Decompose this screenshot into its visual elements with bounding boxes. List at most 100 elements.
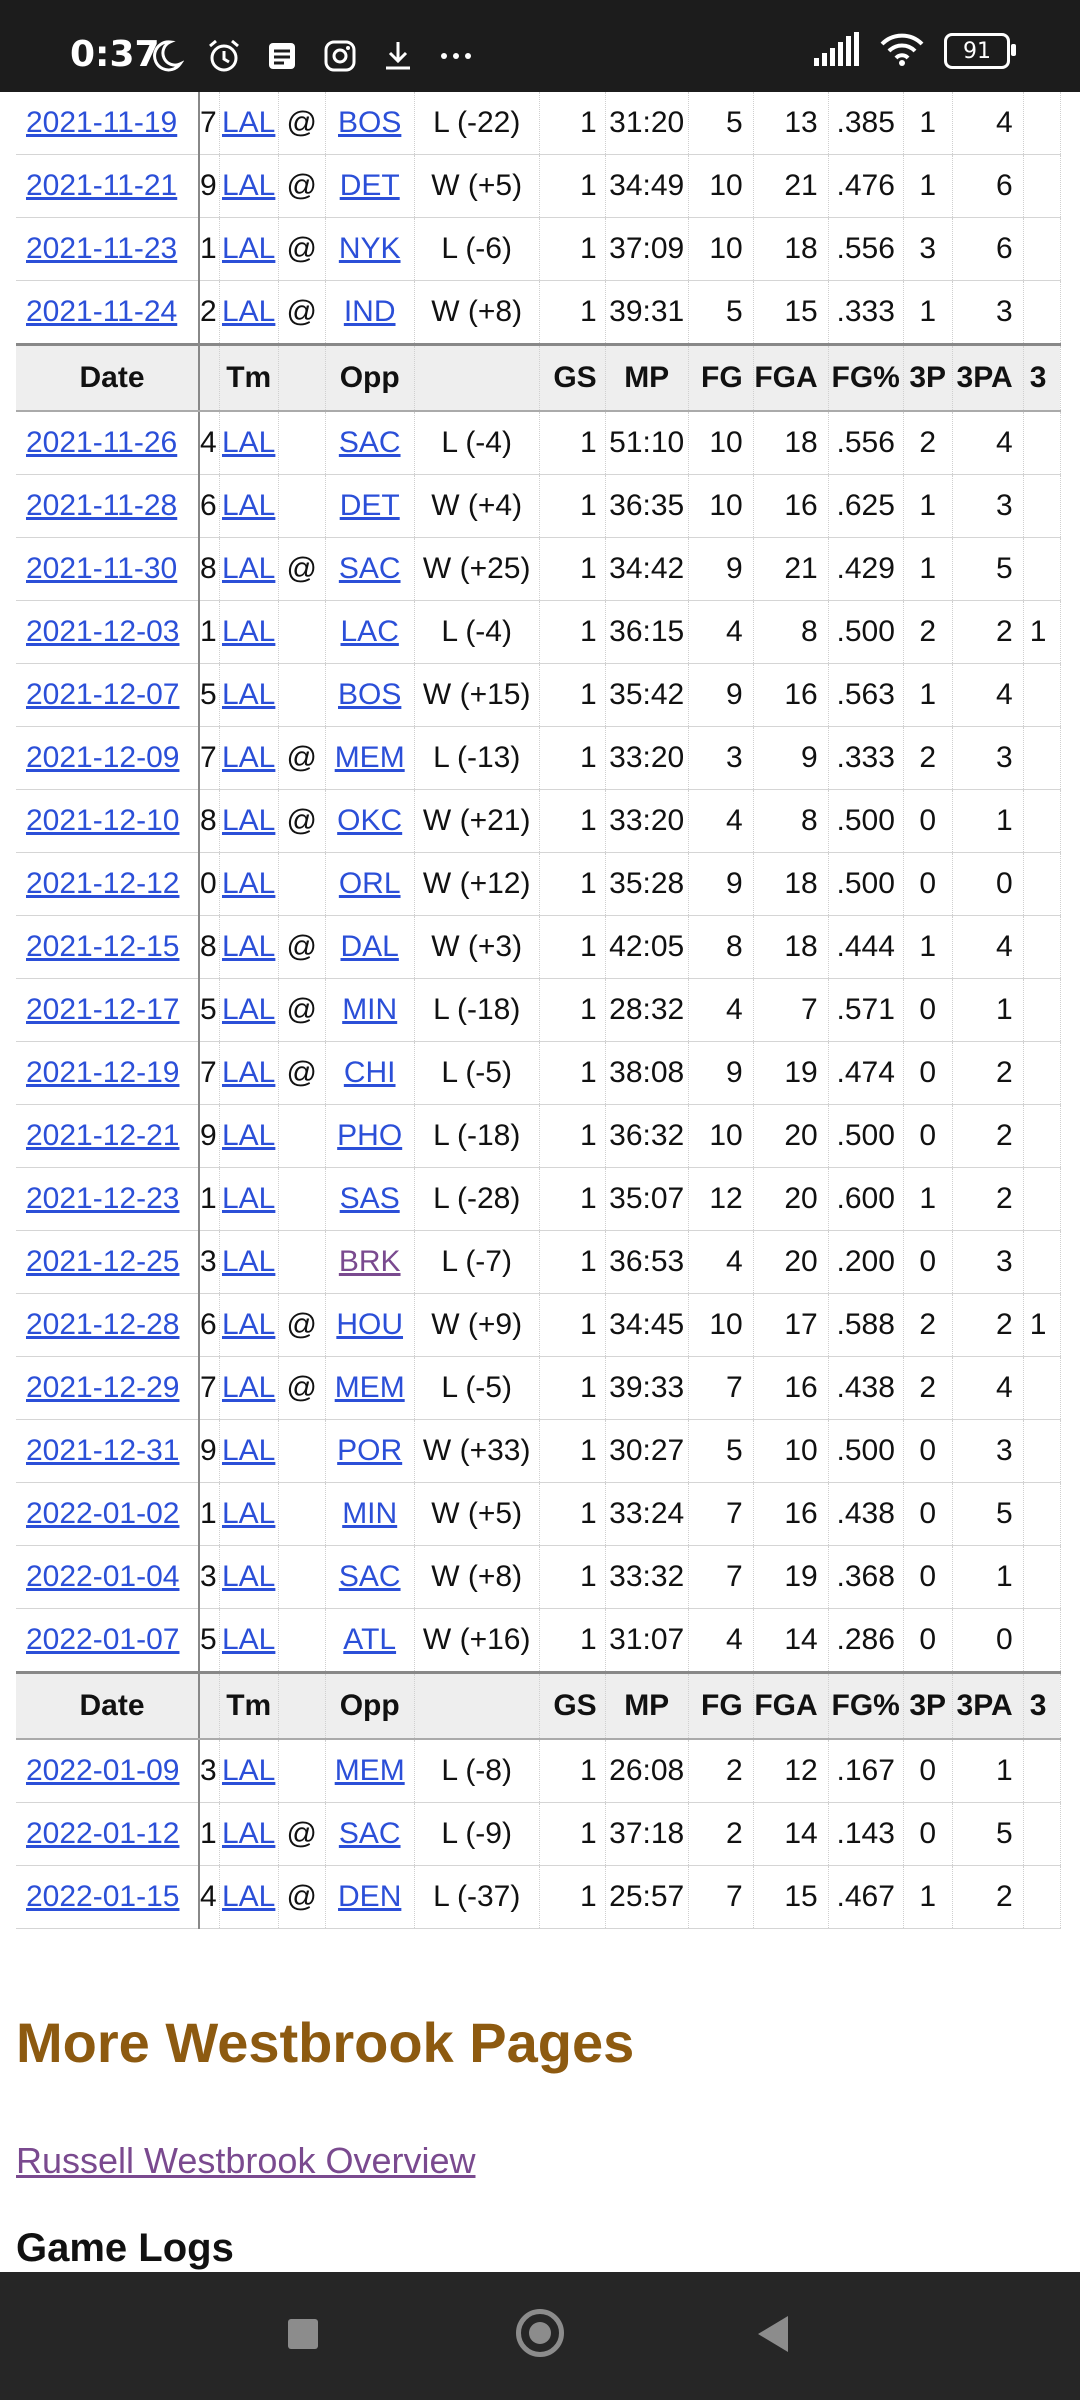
date-link[interactable]: 2021-11-19: [26, 106, 178, 139]
opp-link[interactable]: SAC: [338, 1817, 401, 1850]
header-fgp[interactable]: FG%: [828, 1671, 904, 1740]
opp-link[interactable]: SAC: [338, 1560, 401, 1593]
tm-link[interactable]: LAL: [221, 741, 276, 774]
header-mp[interactable]: MP: [605, 1671, 689, 1740]
overview-link[interactable]: Russell Westbrook Overview: [16, 2140, 476, 2181]
date-link[interactable]: 2021-11-24: [26, 295, 178, 328]
date-link[interactable]: 2021-12-03: [26, 615, 180, 648]
date-link[interactable]: 2021-12-15: [26, 930, 180, 963]
header-tm[interactable]: Tm: [219, 1671, 279, 1740]
opp-link[interactable]: DET: [339, 169, 400, 202]
header-fg[interactable]: FG: [688, 343, 754, 412]
tm-link[interactable]: LAL: [221, 1434, 276, 1467]
date-link[interactable]: 2021-12-25: [26, 1245, 180, 1278]
date-link[interactable]: 2021-12-17: [26, 993, 180, 1026]
tm-link[interactable]: LAL: [221, 1754, 276, 1787]
opp-link[interactable]: SAC: [338, 552, 401, 585]
opp-link[interactable]: MIN: [342, 1497, 398, 1530]
header-rk[interactable]: [199, 343, 220, 412]
date-link[interactable]: 2021-12-23: [26, 1182, 180, 1215]
tm-link[interactable]: LAL: [221, 930, 276, 963]
tm-link[interactable]: LAL: [221, 1245, 276, 1278]
header-at[interactable]: [278, 343, 326, 412]
date-link[interactable]: 2021-12-10: [26, 804, 180, 837]
header-3p[interactable]: 3P: [903, 343, 953, 412]
date-link[interactable]: 2022-01-12: [26, 1817, 180, 1850]
date-link[interactable]: 2021-12-31: [26, 1434, 180, 1467]
header-cut[interactable]: 3: [1023, 343, 1061, 412]
date-link[interactable]: 2022-01-02: [26, 1497, 180, 1530]
opp-link[interactable]: CHI: [343, 1056, 396, 1089]
opp-link[interactable]: SAS: [339, 1182, 400, 1215]
header-res[interactable]: [414, 343, 540, 412]
tm-link[interactable]: LAL: [221, 993, 276, 1026]
date-link[interactable]: 2021-12-28: [26, 1308, 180, 1341]
opp-link[interactable]: HOU: [336, 1308, 404, 1341]
opp-link[interactable]: MEM: [334, 1371, 405, 1404]
date-link[interactable]: 2021-12-19: [26, 1056, 180, 1089]
date-link[interactable]: 2021-12-07: [26, 678, 180, 711]
tm-link[interactable]: LAL: [221, 1182, 276, 1215]
date-link[interactable]: 2021-11-30: [26, 552, 178, 585]
header-tm[interactable]: Tm: [219, 343, 279, 412]
header-rk[interactable]: [199, 1671, 220, 1740]
tm-link[interactable]: LAL: [221, 1371, 276, 1404]
tm-link[interactable]: LAL: [221, 169, 276, 202]
tm-link[interactable]: LAL: [221, 1056, 276, 1089]
header-3pa[interactable]: 3PA: [952, 1671, 1024, 1740]
header-at[interactable]: [278, 1671, 326, 1740]
header-fga[interactable]: FGA: [753, 343, 829, 412]
header-opp[interactable]: Opp: [325, 343, 415, 412]
tm-link[interactable]: LAL: [221, 804, 276, 837]
opp-link[interactable]: MIN: [342, 993, 398, 1026]
tm-link[interactable]: LAL: [221, 1623, 276, 1656]
header-3pa[interactable]: 3PA: [952, 343, 1024, 412]
opp-link[interactable]: ATL: [343, 1623, 397, 1656]
header-date[interactable]: Date: [16, 343, 200, 412]
date-link[interactable]: 2021-11-26: [26, 426, 178, 459]
date-link[interactable]: 2022-01-07: [26, 1623, 180, 1656]
tm-link[interactable]: LAL: [221, 1119, 276, 1152]
tm-link[interactable]: LAL: [221, 552, 276, 585]
tm-link[interactable]: LAL: [221, 1308, 276, 1341]
tm-link[interactable]: LAL: [221, 106, 276, 139]
opp-link[interactable]: LAC: [340, 615, 399, 648]
opp-link[interactable]: DEN: [338, 1880, 402, 1913]
opp-link[interactable]: ORL: [338, 867, 401, 900]
date-link[interactable]: 2021-12-21: [26, 1119, 180, 1152]
home-icon[interactable]: [516, 2309, 564, 2357]
tm-link[interactable]: LAL: [221, 678, 276, 711]
header-cut[interactable]: 3: [1023, 1671, 1061, 1740]
tm-link[interactable]: LAL: [221, 615, 276, 648]
back-icon[interactable]: [758, 2316, 788, 2352]
recents-icon[interactable]: [288, 2319, 318, 2349]
header-date[interactable]: Date: [16, 1671, 200, 1740]
tm-link[interactable]: LAL: [221, 426, 276, 459]
opp-link[interactable]: BOS: [338, 678, 402, 711]
opp-link[interactable]: SAC: [338, 426, 401, 459]
header-mp[interactable]: MP: [605, 343, 689, 412]
date-link[interactable]: 2021-12-29: [26, 1371, 180, 1404]
date-link[interactable]: 2021-11-28: [26, 489, 178, 522]
tm-link[interactable]: LAL: [221, 295, 276, 328]
tm-link[interactable]: LAL: [221, 489, 276, 522]
opp-link[interactable]: IND: [343, 295, 396, 328]
opp-link[interactable]: DET: [339, 489, 400, 522]
opp-link[interactable]: DAL: [340, 930, 399, 963]
game-log-table-container[interactable]: 2021-11-19 7 LAL @ BOS L (-22) 1 31:20 5 13.385 1 4…: [16, 92, 1080, 1932]
opp-link[interactable]: BRK: [338, 1245, 401, 1278]
header-fg[interactable]: FG: [688, 1671, 754, 1740]
date-link[interactable]: 2022-01-04: [26, 1560, 180, 1593]
opp-link[interactable]: OKC: [337, 804, 403, 837]
date-link[interactable]: 2021-12-12: [26, 867, 180, 900]
opp-link[interactable]: PHO: [337, 1119, 403, 1152]
date-link[interactable]: 2021-12-09: [26, 741, 180, 774]
tm-link[interactable]: LAL: [221, 867, 276, 900]
date-link[interactable]: 2021-11-23: [26, 232, 178, 265]
header-opp[interactable]: Opp: [325, 1671, 415, 1740]
header-fgp[interactable]: FG%: [828, 343, 904, 412]
opp-link[interactable]: BOS: [338, 106, 402, 139]
opp-link[interactable]: MEM: [334, 1754, 405, 1787]
date-link[interactable]: 2022-01-09: [26, 1754, 180, 1787]
date-link[interactable]: 2022-01-15: [26, 1880, 180, 1913]
